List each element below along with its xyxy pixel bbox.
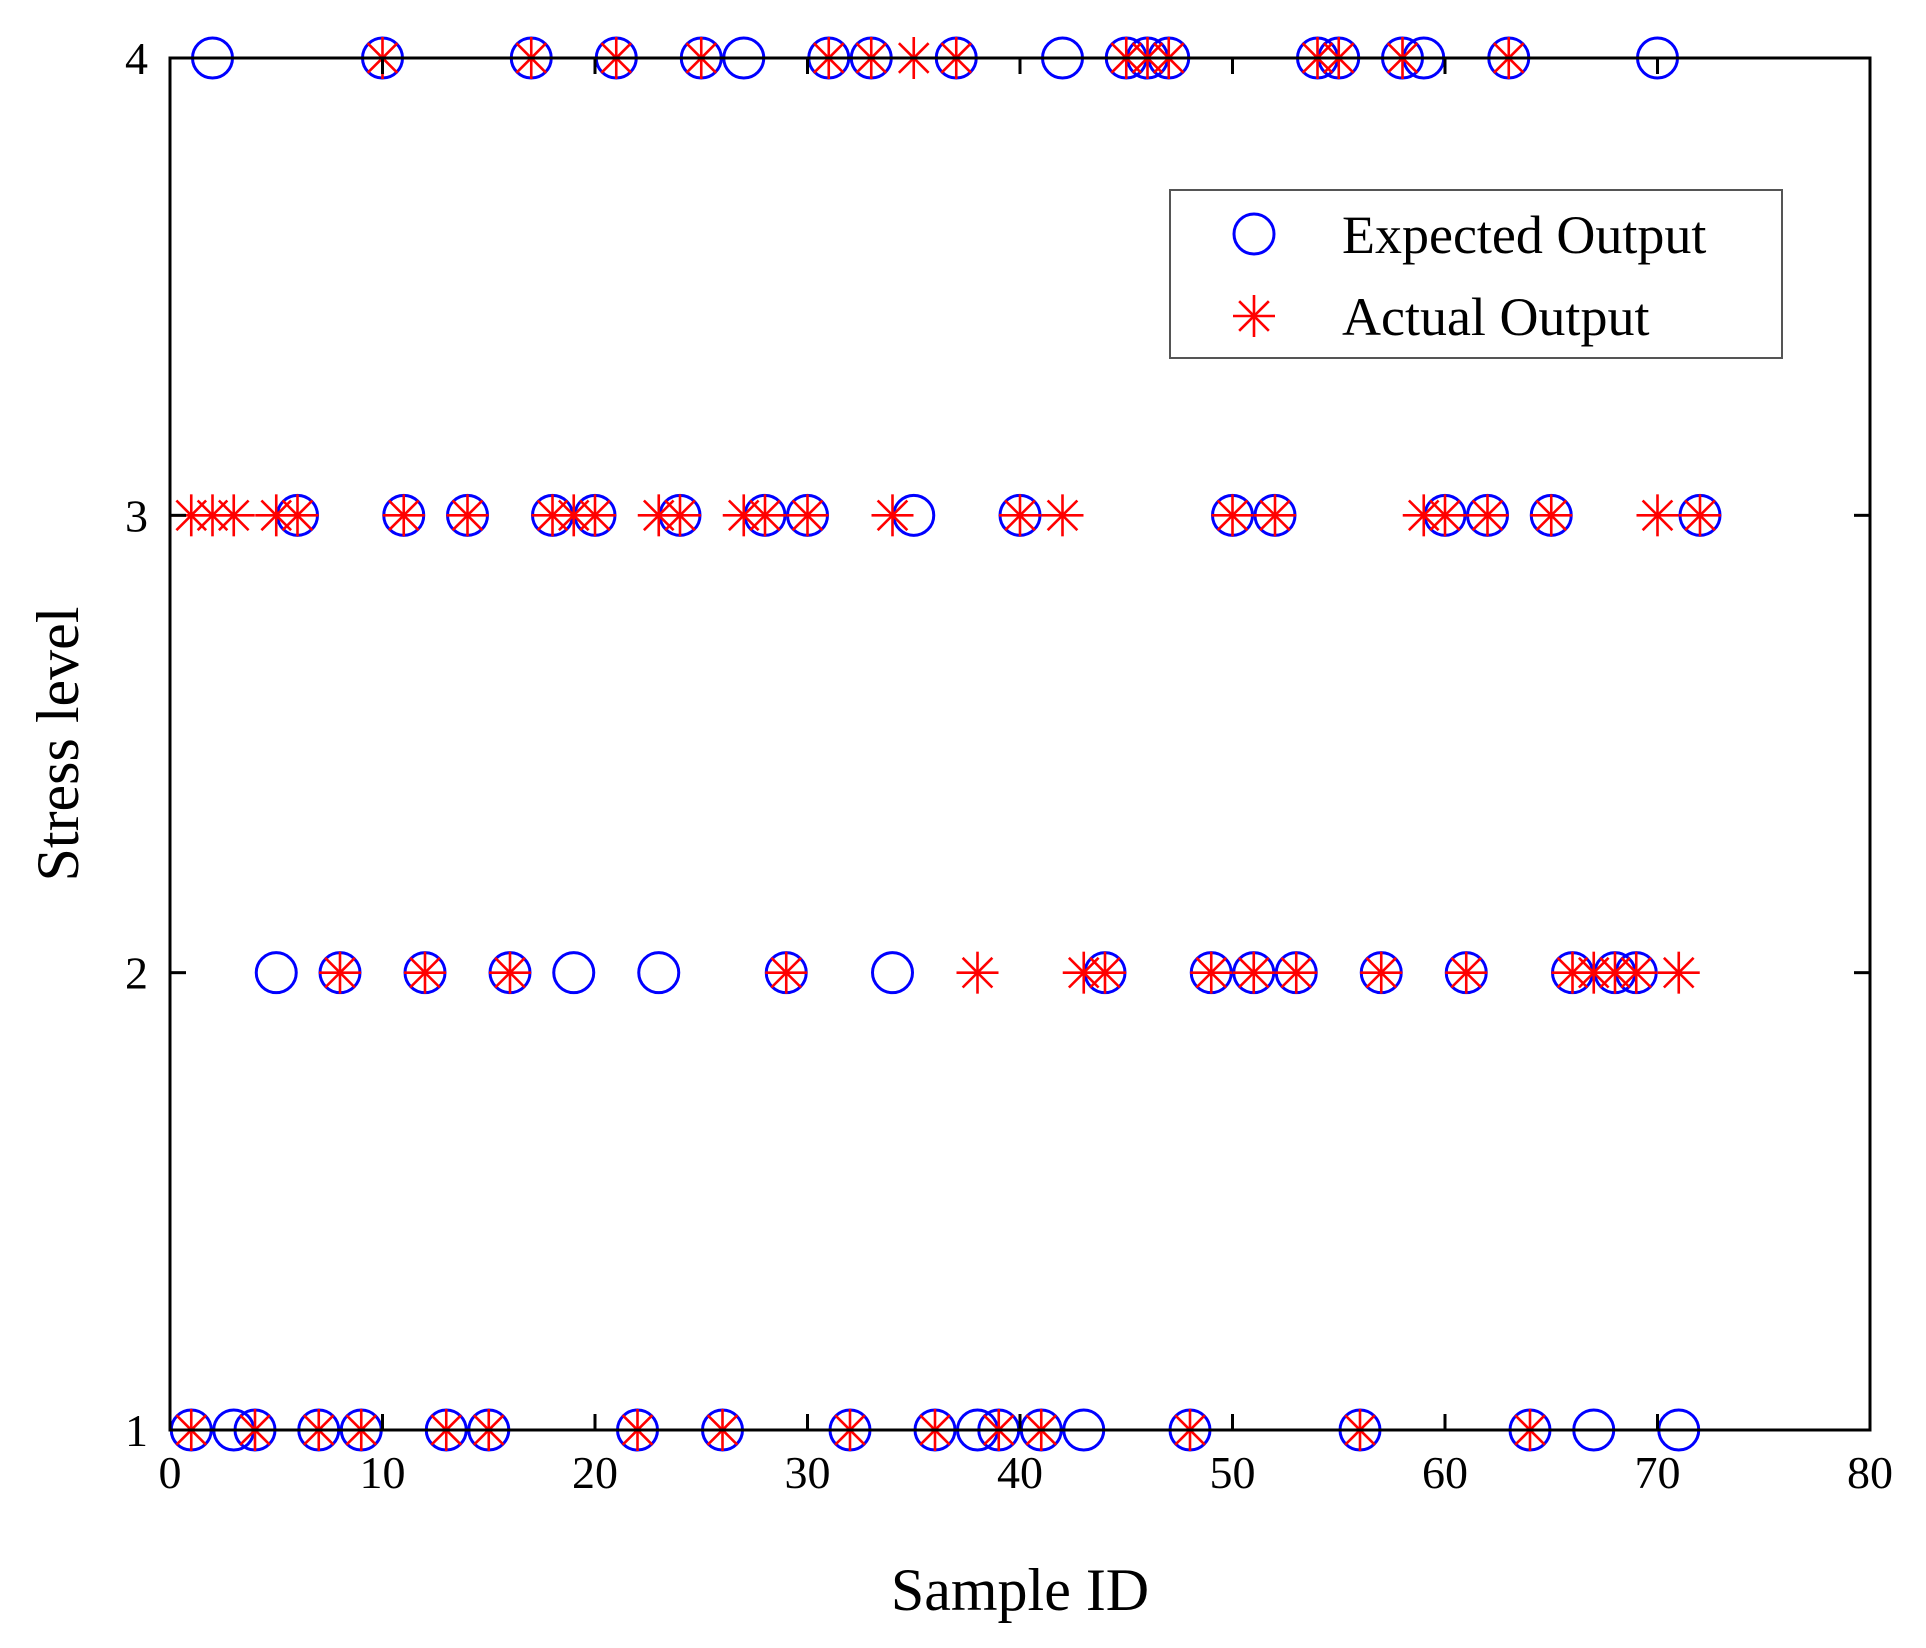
actual-point xyxy=(1636,494,1679,537)
actual-point xyxy=(1254,494,1296,537)
actual-point xyxy=(1657,951,1700,994)
actual-point xyxy=(1041,494,1084,537)
expected-point xyxy=(552,951,596,995)
x-tick-label: 40 xyxy=(997,1447,1043,1498)
actual-point xyxy=(1084,951,1126,994)
expected-point xyxy=(871,951,914,995)
actual-point xyxy=(1360,951,1403,994)
actual-point xyxy=(1466,494,1509,537)
actual-point xyxy=(1445,951,1488,994)
legend-marker-expected-output xyxy=(1232,212,1276,256)
actual-point xyxy=(999,494,1041,537)
actual-point xyxy=(1530,494,1573,537)
actual-point xyxy=(744,494,786,537)
y-axis-label: Stress level xyxy=(25,607,91,882)
axis-ticks xyxy=(168,56,1872,1432)
actual-point xyxy=(786,494,829,537)
legend-label-expected-output: Expected Output xyxy=(1342,205,1706,265)
x-tick-label: 0 xyxy=(159,1447,182,1498)
x-tick-label: 10 xyxy=(360,1447,406,1498)
y-tick-label: 2 xyxy=(125,948,148,999)
actual-point xyxy=(871,494,914,537)
actual-point xyxy=(659,494,701,537)
x-axis-label: Sample ID xyxy=(891,1557,1149,1623)
y-tick-label: 3 xyxy=(125,490,148,541)
actual-point xyxy=(1211,494,1254,537)
actual-point xyxy=(319,951,361,994)
actual-point xyxy=(382,494,425,537)
actual-point xyxy=(1275,951,1318,994)
legend: Expected Output Actual Output xyxy=(1169,189,1783,359)
expected-point xyxy=(254,951,298,995)
actual-point xyxy=(956,951,999,994)
actual-point xyxy=(404,951,446,994)
actual-point xyxy=(1424,494,1466,537)
x-tick-label: 80 xyxy=(1847,1447,1893,1498)
tick-labels: 0 10 20 30 40 50 60 70 80 1 2 3 4 xyxy=(125,33,1893,1498)
actual-point xyxy=(446,494,489,537)
x-tick-label: 50 xyxy=(1210,1447,1256,1498)
expected-point xyxy=(637,951,681,995)
actual-point xyxy=(1679,494,1721,537)
y-tick-label: 1 xyxy=(125,1405,148,1456)
x-tick-label: 60 xyxy=(1422,1447,1468,1498)
legend-asterisk xyxy=(1233,295,1275,337)
actual-point xyxy=(212,494,255,537)
actual-point xyxy=(1232,951,1275,994)
y-tick-label: 4 xyxy=(125,33,148,84)
actual-point xyxy=(574,494,616,537)
legend-label-actual-output: Actual Output xyxy=(1342,287,1649,347)
actual-point xyxy=(276,494,319,537)
actual-point xyxy=(1615,951,1658,994)
actual-point xyxy=(489,951,531,994)
actual-point xyxy=(1190,951,1233,994)
legend-marker-actual-output xyxy=(1233,295,1275,337)
x-tick-label: 20 xyxy=(572,1447,618,1498)
x-tick-label: 70 xyxy=(1635,1447,1681,1498)
actual-point xyxy=(765,951,808,994)
x-tick-label: 30 xyxy=(785,1447,831,1498)
legend-box xyxy=(1169,189,1783,359)
